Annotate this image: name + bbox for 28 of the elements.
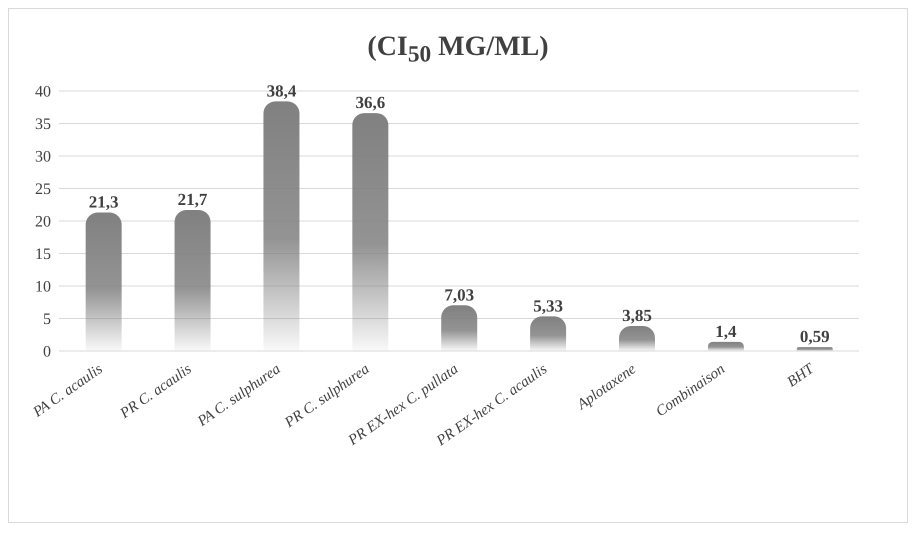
- y-tick-label: 5: [43, 311, 51, 328]
- bar: [796, 347, 833, 351]
- data-label: 3,85: [622, 306, 652, 325]
- bar: [86, 212, 122, 351]
- data-label: 0,59: [800, 327, 830, 346]
- chart-title: (CI$_{50}$ MG/ML): [366, 30, 550, 70]
- bar: [352, 113, 388, 351]
- y-tick-label: 40: [35, 84, 51, 101]
- data-label: 36,6: [355, 93, 386, 112]
- bar: [530, 316, 566, 351]
- y-tick-label: 20: [35, 214, 51, 231]
- data-label: 1,4: [715, 322, 738, 341]
- data-label: 21,7: [178, 190, 208, 209]
- data-label: 7,03: [444, 285, 474, 304]
- data-label: 5,33: [533, 296, 563, 316]
- bar: [441, 305, 478, 351]
- y-tick-label: 10: [35, 278, 51, 296]
- x-tick-label: BHT: [784, 360, 818, 391]
- bar: [708, 342, 744, 351]
- y-tick-label: 0: [43, 344, 51, 361]
- y-tick-label: 15: [35, 246, 51, 264]
- y-tick-label: 30: [35, 148, 51, 166]
- bar: [263, 101, 300, 351]
- y-tick-label: 35: [35, 116, 51, 134]
- data-label: 21,3: [88, 192, 119, 212]
- y-tick-label: 25: [35, 181, 51, 198]
- bar: [174, 210, 211, 351]
- data-label: 38,4: [266, 81, 297, 100]
